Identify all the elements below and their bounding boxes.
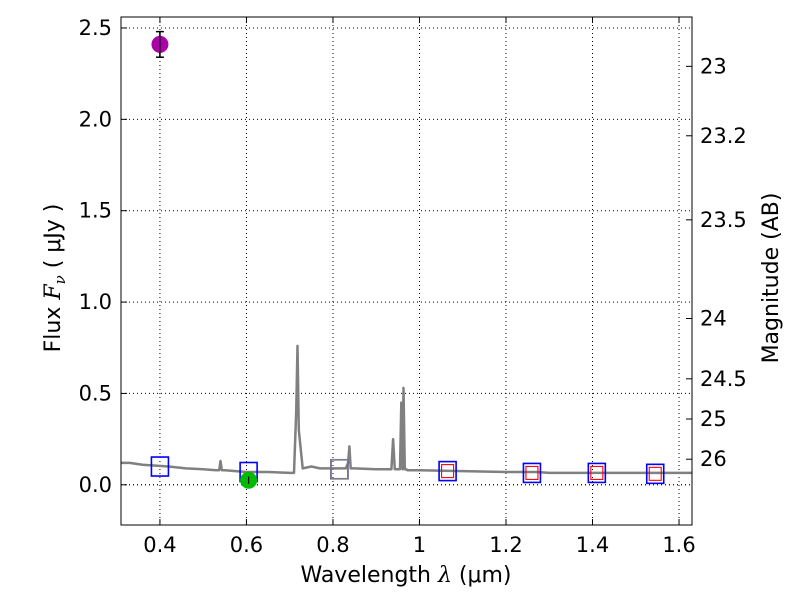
observed-flux-square (590, 465, 604, 480)
model-flux-square (645, 463, 665, 485)
x-axis-label-prefix: Wavelength (300, 563, 438, 588)
y2-tick-label: 23.5 (700, 208, 747, 232)
y2-tick-label: 23.2 (700, 124, 747, 148)
x-tick-label: 0.6 (230, 533, 263, 557)
x-tick-label: 0.4 (143, 533, 176, 557)
template-spectrum-line (121, 344, 692, 475)
observed-flux-square (525, 465, 539, 480)
model-flux-square (587, 462, 607, 484)
y-axis-label-symbol: F (41, 284, 66, 301)
y-tick-label: 1.0 (79, 290, 112, 314)
y2-axis-label: Magnitude (AB) (759, 193, 784, 364)
x-axis: 0.4 0.6 0.8 1 1.2 1.4 1.6 (143, 17, 696, 557)
grid (121, 17, 692, 525)
model-flux-square (150, 456, 170, 477)
y-axis-label-sub: ν (51, 275, 69, 284)
data-points (150, 30, 665, 489)
model-flux-square (522, 462, 542, 484)
plot-frame (120, 16, 693, 526)
y-axis-label: Flux Fν ( μJy ) (41, 204, 69, 353)
model-flux-square (330, 458, 349, 480)
x-axis-label-symbol: λ (437, 563, 452, 588)
x-tick-label: 1.4 (576, 533, 609, 557)
x-tick-label: 0.8 (316, 533, 349, 557)
x-axis-label-unit: (μm) (452, 563, 512, 588)
y2-tick-label: 25 (700, 407, 727, 431)
y-tick-label: 2.5 (79, 16, 112, 40)
y2-axis: 23 23.2 23.5 24 24.5 25 26 (686, 54, 747, 471)
x-axis-label: Wavelength λ (μm) (300, 563, 511, 588)
model-flux-square (438, 460, 457, 482)
x-tick-label: 1 (413, 533, 426, 557)
y-tick-label: 0.0 (79, 473, 112, 497)
y2-tick-label: 23 (700, 54, 727, 78)
observed-flux-square (441, 464, 455, 479)
y2-tick-label: 24.5 (700, 367, 747, 391)
y2-tick-label: 26 (700, 447, 727, 471)
y-tick-label: 2.0 (79, 107, 112, 131)
y-tick-label: 0.5 (79, 381, 112, 405)
x-tick-label: 1.6 (662, 533, 695, 557)
y-axis: 0.0 0.5 1.0 1.5 2.0 2.5 (79, 16, 127, 497)
x-tick-label: 1.2 (489, 533, 522, 557)
observed-flux-square (648, 466, 662, 481)
y-axis-label-prefix: Flux (41, 300, 66, 353)
y2-tick-label: 24 (700, 307, 727, 331)
y-axis-label-unit: ( μJy ) (41, 204, 66, 276)
y-tick-label: 1.5 (79, 199, 112, 223)
